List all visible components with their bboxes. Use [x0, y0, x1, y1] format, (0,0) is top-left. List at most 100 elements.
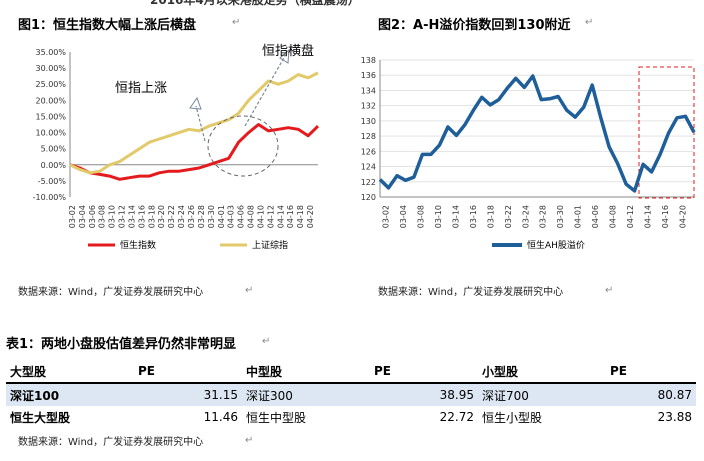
paragraph-mark-icon: ↵: [262, 336, 271, 347]
x-tick-label: 04-03: [227, 205, 236, 228]
arrow-flat-head-icon: [279, 48, 290, 64]
y-tick-label: 20.00%: [35, 96, 66, 105]
legend-label-szzz: 上证综指: [252, 239, 288, 251]
series-line-1: [69, 71, 319, 175]
table-row: 深证100 31.15 深证300 38.95 深证700 80.87: [6, 383, 696, 406]
x-tick-label: 03-16: [469, 205, 478, 228]
x-tick-label: 03-10: [434, 205, 443, 228]
annotation-flat: 恒指横盘: [262, 43, 314, 59]
cell-name: 深证300: [242, 383, 370, 406]
x-tick-label: 03-10: [108, 205, 117, 228]
top-header: 2016年4月以来港股走势（横盘震荡）: [150, 0, 360, 7]
x-tick-label: 04-14: [643, 205, 652, 228]
series-line-0: [69, 123, 320, 181]
x-tick-label: 04-01: [574, 205, 583, 228]
header-mid-cap: 中型股: [242, 360, 370, 384]
y-tick-label: -5.00%: [38, 177, 67, 186]
y-tick-label: 10.00%: [35, 129, 66, 138]
y-tick-label: 124: [361, 163, 376, 172]
cell-pe: 11.46: [203, 410, 238, 424]
x-tick-label: 03-02: [382, 205, 391, 228]
y-tick-label: 30.00%: [35, 64, 66, 73]
fig2-source: 数据来源：Wind，广发证券发展研究中心: [378, 287, 564, 298]
x-tick-label: 03-30: [556, 205, 565, 228]
y-tick-label: 5.00%: [41, 145, 67, 154]
x-tick-label: 03-24: [177, 205, 186, 228]
cell-pe: 22.72: [439, 410, 474, 424]
x-tick-label: 03-16: [137, 205, 146, 228]
fig2-title: 图2：A-H溢价指数回到130附近: [378, 18, 571, 33]
fig2-chart: 120 122 124 126 128 130 132 134 136 138 03-02 03-0…: [361, 56, 696, 251]
cell-name: 深证100: [6, 383, 134, 406]
highlight-box: [638, 66, 695, 199]
arrow-rise-head-icon: [189, 96, 202, 110]
x-tick-label: 03-04: [399, 205, 408, 228]
x-tick-label: 04-12: [626, 205, 635, 228]
y-tick-label: 122: [361, 178, 376, 187]
cell-pe: 23.88: [657, 410, 692, 424]
header-pe: PE: [370, 360, 478, 384]
header-pe: PE: [134, 360, 242, 384]
x-tick-label: 04-20: [678, 205, 687, 228]
x-tick-label: 04-08: [247, 205, 256, 228]
x-tick-label: 04-10: [256, 205, 265, 228]
cell-name: 深证700: [478, 383, 606, 406]
x-tick-label: 03-04: [78, 205, 87, 228]
cell-pe: 31.15: [134, 383, 242, 406]
y-tick-label: 134: [361, 86, 376, 95]
legend-label-hsi: 恒生指数: [120, 239, 156, 251]
table-caption: 表1：两地小盘股估值差异仍然非常明显: [6, 337, 237, 352]
x-tick-label: 03-02: [68, 205, 77, 228]
x-tick-label: 03-20: [157, 205, 166, 228]
x-tick-label: 03-28: [539, 205, 548, 228]
x-tick-label: 03-08: [98, 205, 107, 228]
x-tick-label: 03-24: [521, 205, 530, 228]
table-source: 数据来源：Wind，广发证券发展研究中心: [18, 437, 204, 448]
header-large-cap: 大型股: [6, 360, 134, 384]
x-tick-label: 04-20: [306, 205, 315, 228]
table-header-row: 大型股 PE 中型股 PE 小型股 PE: [6, 360, 696, 384]
y-tick-label: 25.00%: [35, 80, 66, 89]
cell-pe: 38.95: [370, 383, 478, 406]
x-tick-label: 04-16: [286, 205, 295, 228]
cell-pe: 80.87: [606, 383, 696, 406]
x-tick-label: 04-16: [661, 205, 670, 228]
x-tick-label: 04-06: [591, 205, 600, 228]
arrow-rise-icon: [195, 105, 206, 142]
fig1-source: 数据来源：Wind，广发证券发展研究中心: [18, 287, 204, 298]
legend-label-ah: 恒生AH股溢价: [527, 239, 585, 251]
x-tick-label: 03-28: [197, 205, 206, 228]
y-tick-label: 126: [361, 147, 376, 156]
cell-name: 恒生中型股: [246, 410, 307, 425]
fig1-chart: -10.00% -5.00% 0.00% 5.00% 10.00% 15.00% 20.00…: [33, 43, 320, 251]
pe-table: 大型股 PE 中型股 PE 小型股 PE 深证100 31.15 深证300 3…: [6, 360, 696, 428]
cell-name: 恒生小型股: [482, 410, 543, 425]
x-tick-label: 03-08: [417, 205, 426, 228]
paragraph-mark-icon: ↵: [245, 285, 254, 296]
paragraph-mark-icon: ↵: [245, 435, 254, 446]
x-tick-label: 03-26: [187, 205, 196, 228]
x-tick-label: 03-22: [504, 205, 513, 228]
x-tick-label: 03-30: [207, 205, 216, 228]
x-tick-label: 04-12: [266, 205, 275, 228]
paragraph-mark-icon: ↵: [605, 285, 614, 296]
y-tick-label: 15.00%: [35, 112, 66, 121]
x-tick-label: 04-14: [276, 205, 285, 228]
y-tick-label: 132: [361, 102, 376, 111]
y-tick-label: 35.00%: [35, 48, 66, 57]
x-tick-label: 03-18: [486, 205, 495, 228]
y-tick-label: 136: [361, 71, 376, 80]
y-tick-label: 120: [361, 193, 376, 202]
paragraph-mark-icon: ↵: [232, 17, 241, 28]
x-tick-label: 03-12: [118, 205, 127, 228]
cell-name: 恒生大型股: [10, 410, 71, 425]
x-tick-label: 03-18: [147, 205, 156, 228]
x-tick-label: 03-14: [127, 205, 136, 228]
arrow-flat-icon: [244, 55, 286, 127]
fig1-title: 图1：恒生指数大幅上涨后横盘: [18, 18, 197, 33]
y-tick-label: 130: [361, 117, 376, 126]
x-tick-label: 03-06: [88, 205, 97, 228]
y-tick-label: -10.00%: [33, 193, 67, 202]
header-small-cap: 小型股: [478, 360, 606, 384]
x-tick-label: 04-06: [237, 205, 246, 228]
